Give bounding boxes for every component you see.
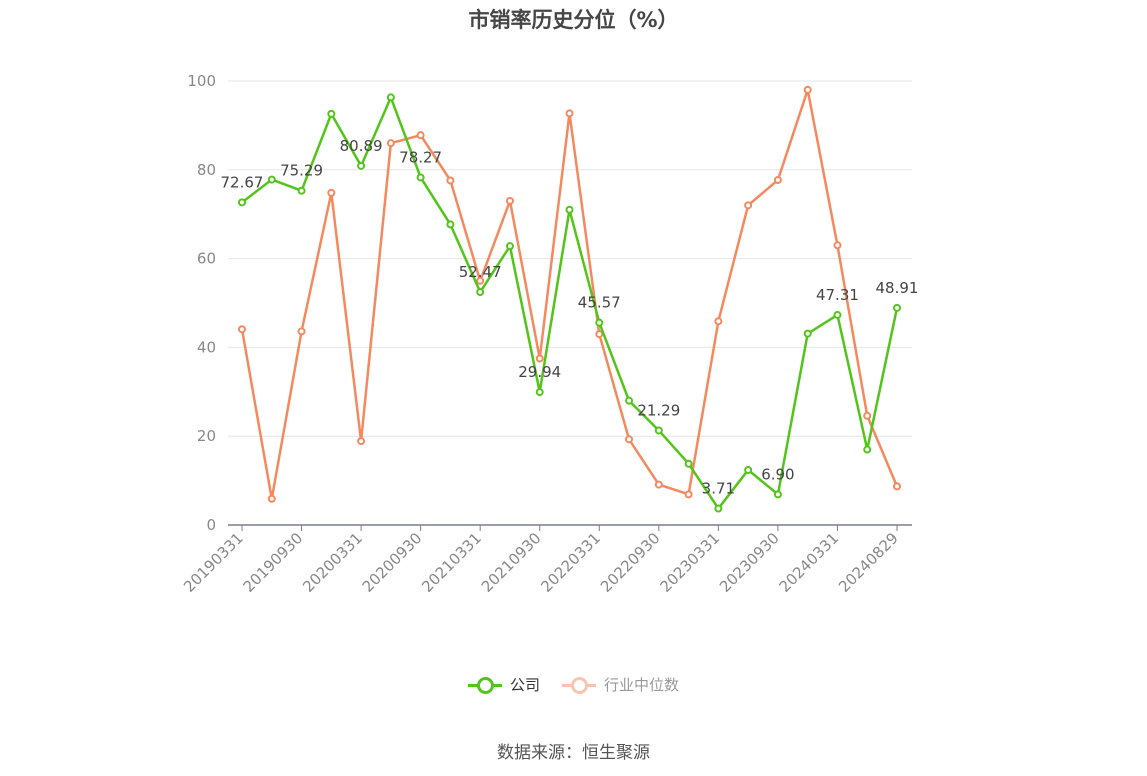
x-tick-label: 20190331 [180, 529, 247, 596]
data-point [833, 241, 842, 250]
data-label: 80.89 [340, 137, 383, 155]
data-point [625, 435, 634, 444]
legend-marker-company [467, 676, 502, 694]
x-tick-label: 20230930 [716, 529, 783, 596]
data-label: 45.57 [578, 294, 621, 312]
data-label: 21.29 [637, 401, 680, 419]
legend-marker-industry-median [562, 676, 596, 694]
data-source: 数据来源：恒生聚源 [497, 743, 650, 763]
data-point [238, 198, 246, 207]
data-label: 29.94 [518, 363, 561, 381]
data-point [565, 109, 574, 118]
data-point [297, 186, 306, 195]
x-tick-label: 20240829 [835, 529, 902, 596]
data-label: 48.91 [876, 279, 919, 297]
data-point [565, 205, 574, 214]
data-point [327, 188, 336, 197]
data-point [386, 93, 395, 102]
series-line [241, 96, 899, 510]
legend-label-company: 公司 [509, 676, 540, 694]
data-point [654, 480, 663, 489]
data-point [803, 85, 812, 94]
y-tick-label: 80 [197, 161, 216, 179]
data-label: 3.71 [702, 480, 735, 498]
legend-item-industry-median[interactable]: 行业中位数 [562, 674, 679, 695]
data-point [357, 437, 366, 446]
data-point [684, 459, 693, 468]
chart-plot: 0 20 40 60 80 100 2019033120190930202003312020… [180, 72, 919, 596]
data-point [386, 139, 395, 148]
data-point [446, 220, 455, 229]
data-point [505, 196, 514, 205]
x-tick-label: 20200331 [299, 529, 366, 596]
data-point [684, 490, 693, 499]
data-point [267, 494, 276, 503]
data-point [625, 396, 634, 405]
data-label: 78.27 [399, 148, 442, 166]
y-tick-label: 20 [197, 427, 216, 445]
series-company [238, 93, 901, 513]
data-point [863, 411, 872, 420]
data-point [476, 276, 485, 285]
legend: 公司 行业中位数 [0, 674, 1147, 695]
data-point [357, 161, 366, 170]
data-point [714, 504, 723, 513]
data-point [238, 325, 246, 334]
data-point [893, 303, 901, 312]
legend-item-company[interactable]: 公司 [467, 674, 540, 695]
series-industry-median [238, 85, 901, 503]
data-labels: 72.67 75.29 80.89 78.27 52.47 29.94 45.57 21.29… [221, 137, 919, 498]
y-tick-label: 0 [206, 516, 216, 534]
data-label: 75.29 [280, 162, 323, 180]
data-point [416, 173, 425, 182]
x-tick-label: 20220331 [537, 529, 604, 596]
data-point [863, 445, 872, 454]
x-tick-label: 20210331 [418, 529, 485, 596]
data-point [535, 354, 544, 363]
data-label: 52.47 [459, 263, 502, 281]
data-point [744, 201, 753, 210]
data-point [654, 426, 663, 435]
data-point [535, 388, 544, 397]
x-tick-label: 20200930 [359, 529, 426, 596]
x-tick-label: 20240331 [776, 529, 843, 596]
data-point [595, 330, 604, 339]
data-point [773, 176, 782, 185]
data-point [773, 490, 782, 499]
data-point [267, 175, 276, 184]
data-point [744, 465, 753, 474]
y-tick-label: 60 [197, 250, 216, 268]
data-point [893, 482, 901, 491]
data-label: 6.90 [761, 465, 794, 483]
chart-title: 市销率历史分位（%） [468, 8, 679, 32]
data-point [416, 131, 425, 140]
data-point [833, 310, 842, 319]
x-tick-label: 20230331 [656, 529, 723, 596]
data-point [327, 109, 336, 118]
data-point [803, 329, 812, 338]
data-label: 47.31 [816, 286, 859, 304]
data-point [476, 288, 485, 297]
data-point [595, 318, 604, 327]
grid-lines [228, 80, 912, 437]
x-tick-label: 20210930 [478, 529, 545, 596]
x-tick-label: 20220930 [597, 529, 664, 596]
y-tick-label: 100 [187, 72, 216, 90]
data-point [505, 242, 514, 251]
data-label: 72.67 [221, 173, 264, 191]
axes: 0 20 40 60 80 100 2019033120190930202003312020… [180, 72, 912, 596]
data-point [446, 176, 455, 185]
data-point [714, 317, 723, 326]
y-tick-label: 40 [197, 338, 216, 356]
data-point [297, 327, 306, 336]
series-layer [238, 85, 901, 513]
legend-label-industry-median: 行业中位数 [604, 676, 680, 694]
x-tick-label: 20190930 [240, 529, 307, 596]
